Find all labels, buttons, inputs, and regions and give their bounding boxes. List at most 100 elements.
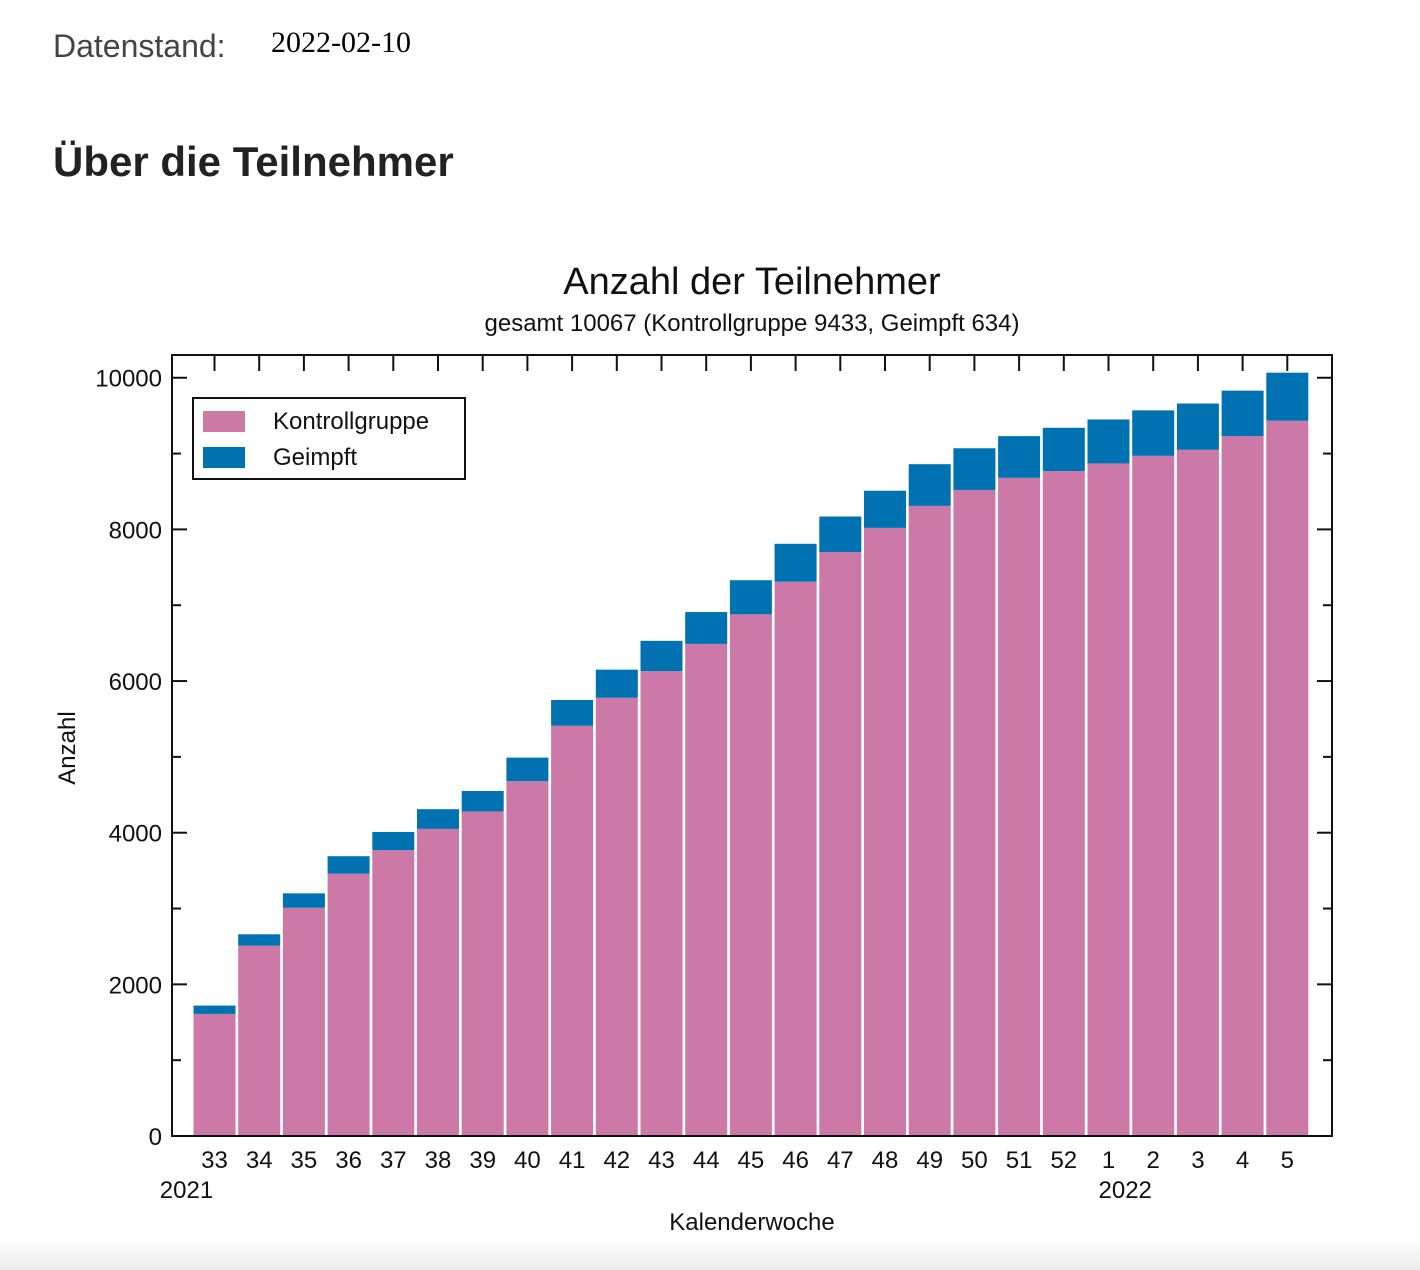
x-tick-label-36: 36: [335, 1147, 362, 1174]
x-tick-label-51: 51: [1006, 1147, 1033, 1174]
bar-kontrollgruppe-43: [640, 671, 683, 1136]
bar-geimpft-51: [998, 436, 1041, 478]
bar-kontrollgruppe-47: [819, 552, 862, 1136]
y-tick-label: 8000: [109, 517, 162, 544]
bar-geimpft-1: [1087, 419, 1130, 464]
x-tick-label-40: 40: [514, 1147, 541, 1174]
x-tick-label-5: 5: [1281, 1147, 1294, 1174]
bar-geimpft-48: [864, 490, 906, 528]
bar-kontrollgruppe-50: [953, 489, 996, 1137]
bar-geimpft-50: [953, 448, 996, 490]
bar-geimpft-43: [640, 640, 683, 672]
x-tick-label-46: 46: [782, 1147, 809, 1174]
bar-kontrollgruppe-46: [774, 581, 817, 1136]
x-tick-label-50: 50: [961, 1147, 988, 1174]
participants-chart: Anzahl der Teilnehmer gesamt 10067 (Kont…: [54, 261, 1333, 1236]
legend: Kontrollgruppe Geimpft: [192, 397, 466, 480]
bar-geimpft-34: [238, 934, 281, 946]
x-tick-label-2: 2: [1147, 1147, 1160, 1174]
legend-label-kontrollgruppe: Kontrollgruppe: [273, 408, 429, 435]
bar-geimpft-52: [1042, 427, 1085, 472]
chart-title: Anzahl der Teilnehmer: [563, 261, 941, 303]
bar-kontrollgruppe-35: [282, 907, 325, 1136]
bar-geimpft-2: [1132, 410, 1175, 456]
x-tick-label-37: 37: [380, 1147, 407, 1174]
bar-kontrollgruppe-44: [685, 643, 728, 1136]
bar-kontrollgruppe-52: [1042, 471, 1085, 1136]
bar-kontrollgruppe-3: [1176, 449, 1219, 1136]
y-tick-label: 0: [149, 1124, 162, 1151]
bar-kontrollgruppe-41: [551, 725, 594, 1136]
bar-kontrollgruppe-33: [193, 1013, 236, 1136]
x-axis-label: Kalenderwoche: [669, 1209, 834, 1236]
x-tick-label-42: 42: [603, 1147, 630, 1174]
x-tick-label-45: 45: [738, 1147, 765, 1174]
bar-geimpft-42: [595, 669, 638, 698]
x-year-label-2021: 2021: [160, 1177, 213, 1204]
x-tick-label-1: 1: [1102, 1147, 1115, 1174]
bar-geimpft-41: [551, 700, 594, 726]
bar-geimpft-44: [685, 612, 728, 644]
y-tick-label: 10000: [95, 366, 162, 393]
bar-kontrollgruppe-37: [372, 850, 415, 1136]
x-tick-label-49: 49: [916, 1147, 943, 1174]
bars: [193, 372, 1309, 1137]
bar-geimpft-35: [282, 893, 325, 908]
x-tick-label-47: 47: [827, 1147, 854, 1174]
x-year-label-2022: 2022: [1099, 1177, 1152, 1204]
x-tick-label-44: 44: [693, 1147, 720, 1174]
data-status-date: 2022-02-10: [271, 26, 411, 59]
bar-kontrollgruppe-4: [1221, 436, 1264, 1136]
x-tick-label-34: 34: [246, 1147, 273, 1174]
bar-kontrollgruppe-42: [595, 697, 638, 1136]
x-tick-label-39: 39: [469, 1147, 496, 1174]
bar-kontrollgruppe-40: [506, 781, 549, 1136]
bar-kontrollgruppe-49: [908, 505, 951, 1136]
x-tick-label-33: 33: [201, 1147, 228, 1174]
bar-geimpft-39: [461, 791, 504, 812]
bar-kontrollgruppe-2: [1132, 455, 1175, 1137]
x-tick-label-35: 35: [291, 1147, 318, 1174]
legend-swatch-geimpft: [203, 447, 245, 468]
bar-kontrollgruppe-1: [1087, 463, 1130, 1136]
bar-kontrollgruppe-5: [1266, 420, 1309, 1136]
x-tick-label-41: 41: [559, 1147, 586, 1174]
y-tick-label: 4000: [109, 821, 162, 848]
bar-geimpft-33: [193, 1005, 236, 1014]
bar-geimpft-49: [908, 464, 951, 506]
bar-geimpft-36: [327, 856, 370, 874]
bar-geimpft-37: [372, 831, 415, 851]
y-tick-label: 6000: [109, 669, 162, 696]
bar-geimpft-38: [417, 809, 459, 829]
bar-geimpft-5: [1266, 372, 1309, 421]
y-tick-label: 2000: [109, 972, 162, 999]
y-axis-label: Anzahl: [54, 711, 81, 784]
bar-geimpft-4: [1221, 390, 1264, 437]
chart-subtitle: gesamt 10067 (Kontrollgruppe 9433, Geimp…: [485, 310, 1020, 337]
x-tick-label-48: 48: [872, 1147, 899, 1174]
bar-kontrollgruppe-38: [417, 828, 459, 1136]
bar-kontrollgruppe-39: [461, 811, 504, 1136]
bar-kontrollgruppe-36: [327, 873, 370, 1136]
x-tick-label-43: 43: [648, 1147, 675, 1174]
legend-label-geimpft: Geimpft: [273, 444, 357, 471]
legend-swatch-kontrollgruppe: [203, 411, 245, 432]
bottom-scroll-fade: [0, 1240, 1420, 1270]
data-status-label: Datenstand:: [53, 28, 226, 64]
bar-kontrollgruppe-48: [864, 527, 906, 1136]
bar-kontrollgruppe-51: [998, 477, 1041, 1137]
bar-geimpft-45: [729, 580, 772, 615]
bar-geimpft-46: [774, 543, 817, 582]
x-tick-label-3: 3: [1191, 1147, 1204, 1174]
bar-kontrollgruppe-45: [729, 614, 772, 1136]
bar-kontrollgruppe-34: [238, 945, 281, 1136]
x-tick-label-52: 52: [1050, 1147, 1077, 1174]
bar-geimpft-47: [819, 516, 862, 553]
x-tick-label-4: 4: [1236, 1147, 1249, 1174]
plot-frame: [171, 354, 1333, 1137]
bar-geimpft-3: [1176, 403, 1219, 450]
section-title: Über die Teilnehmer: [53, 138, 454, 185]
x-tick-label-38: 38: [425, 1147, 452, 1174]
bar-geimpft-40: [506, 757, 549, 782]
